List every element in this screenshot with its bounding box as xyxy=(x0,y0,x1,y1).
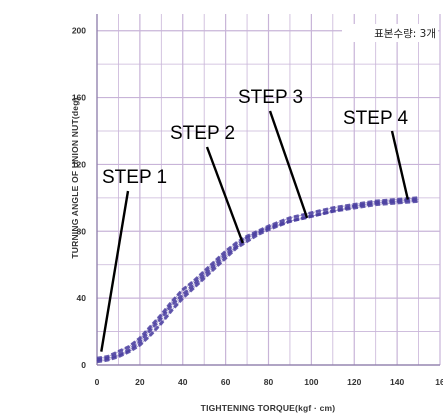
axes xyxy=(96,14,440,366)
x-tick-label: 40 xyxy=(178,377,188,387)
y-tick-label: 200 xyxy=(72,26,86,36)
x-axis-title: TIGHTENING TORQUE(kgf · cm) xyxy=(201,403,336,413)
x-tick-label: 0 xyxy=(95,377,100,387)
annotation-leader-line xyxy=(205,146,244,244)
annotation-leader-line xyxy=(100,190,130,352)
series-line-sample xyxy=(96,196,419,360)
series-group xyxy=(96,196,419,364)
y-tick-label: 160 xyxy=(72,93,86,103)
sample-count-label: 표본수량: 3개 xyxy=(374,28,436,40)
x-tick-label: 16 xyxy=(435,377,443,387)
annotation-leader-line xyxy=(390,130,410,200)
y-tick-label: 120 xyxy=(72,159,86,169)
series-line-sample xyxy=(96,197,419,364)
x-tick-label: 140 xyxy=(390,377,404,387)
x-tick-label: 100 xyxy=(304,377,318,387)
annotation-label: STEP 2 xyxy=(170,123,235,144)
series-line-sample xyxy=(96,199,419,362)
y-tick-label: 40 xyxy=(77,293,87,303)
x-tick-label: 20 xyxy=(135,377,145,387)
x-tick-label: 60 xyxy=(221,377,231,387)
annotation-leader-line xyxy=(268,110,309,219)
annotation-label: STEP 3 xyxy=(238,87,303,108)
annotation-label: STEP 4 xyxy=(343,108,409,129)
x-tick-label: 80 xyxy=(264,377,274,387)
y-tick-label: 0 xyxy=(81,360,86,370)
y-axis-title: TURNING ANGLE OF UNION NUT(deg) xyxy=(70,97,80,258)
y-tick-label: 80 xyxy=(77,226,87,236)
sample-label-box xyxy=(342,24,438,42)
annotation-label: STEP 1 xyxy=(102,167,167,188)
x-tick-label: 120 xyxy=(347,377,361,387)
